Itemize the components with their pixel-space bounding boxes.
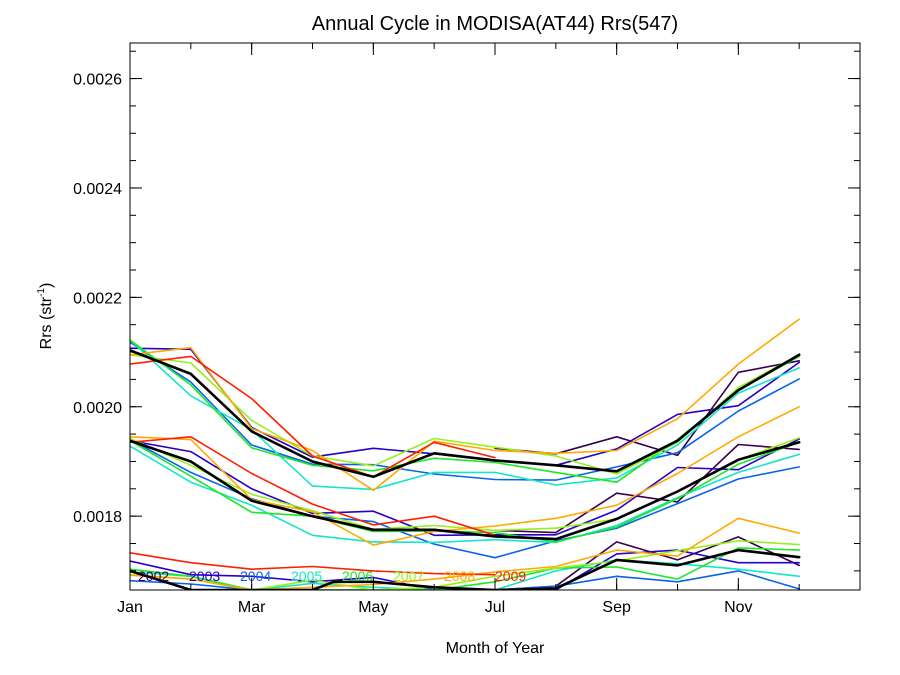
series-line-2009-2 [130, 436, 496, 537]
series-line-2002-2 [494, 443, 800, 534]
y-axis-label-sup: -1 [36, 288, 47, 297]
series-line-2008-1 [130, 318, 800, 492]
x-tick-label: May [358, 599, 388, 616]
series-line-mean-3 [130, 548, 801, 590]
series-line-mean-1 [130, 349, 801, 479]
legend-entry-2004: 2004 [240, 568, 271, 584]
x-tick-label: Sep [602, 599, 631, 616]
legend-entry-2008: 2008 [444, 568, 475, 584]
y-tick-label: 0.0020 [73, 400, 122, 417]
legend-entry-2005: 2005 [291, 568, 322, 584]
series-line-2008-3 [130, 517, 800, 590]
tick-layer: Jan Mar May Jul Sep Nov 0.0018 0.0020 0.0022 0.00… [73, 43, 861, 616]
series-line-2009-1 [130, 355, 496, 478]
y-tick-label: 0.0024 [73, 181, 122, 198]
legend-entry-2002: 2002 [138, 568, 169, 584]
x-tick-label: Jan [117, 599, 143, 616]
series-line-2003-3 [130, 549, 800, 590]
x-axis-label: Month of Year [446, 640, 545, 657]
legend-entry-2007: 2007 [393, 568, 424, 584]
series-line-2005-1 [130, 339, 800, 491]
y-axis-label-tail: ) [38, 283, 55, 288]
x-tick-label: Mar [238, 599, 266, 616]
series-line-2006-2 [130, 439, 800, 543]
series-line-mean-2 [130, 439, 801, 541]
y-axis-label-main: Rrs (str [38, 296, 55, 349]
plot-frame [129, 42, 861, 591]
series-line-2008-2 [130, 406, 800, 546]
legend-entry-2006: 2006 [342, 568, 373, 584]
legend-entry-2009: 2009 [495, 568, 526, 584]
y-tick-label: 0.0018 [73, 509, 122, 526]
x-tick-label: Nov [724, 599, 752, 616]
series-line-2004-1 [130, 341, 800, 481]
series-layer [130, 318, 801, 590]
series-line-2007-2 [130, 437, 800, 532]
series-line-2002-1 [494, 360, 800, 457]
legend: 2002 2003 2004 2005 2006 2007 2008 2009 [138, 568, 526, 584]
y-tick-label: 0.0026 [73, 72, 122, 89]
series-line-2009-3 [130, 552, 496, 576]
y-axis-label: Rrs (str-1) [36, 283, 55, 350]
chart-title: Annual Cycle in MODISA(AT44) Rrs(547) [312, 13, 678, 35]
series-line-2003-1 [130, 347, 800, 467]
legend-entry-2003: 2003 [189, 568, 220, 584]
y-tick-label: 0.0022 [73, 290, 122, 307]
x-tick-label: Jul [485, 599, 505, 616]
